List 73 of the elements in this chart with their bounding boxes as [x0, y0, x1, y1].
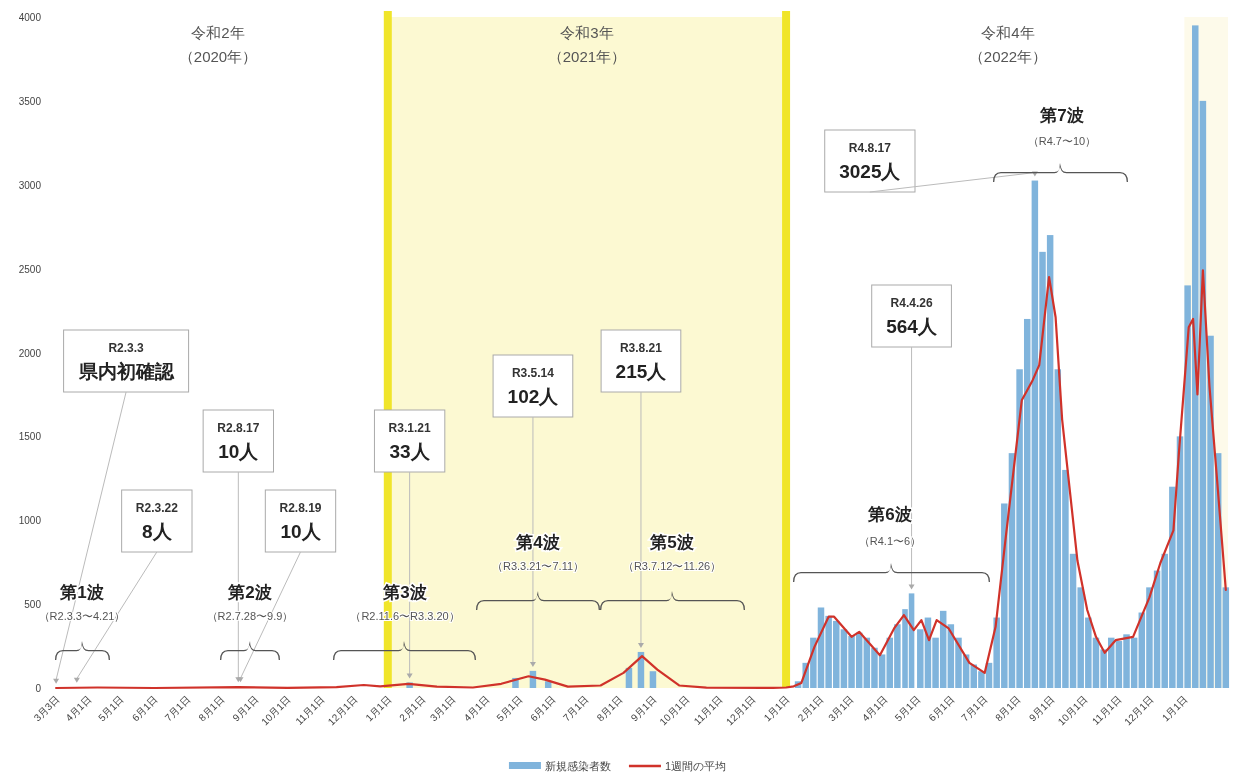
x-tick-label: 2月1日: [397, 693, 428, 724]
x-tick-label: 5月1日: [892, 693, 923, 724]
annotation: 第5波: [649, 533, 694, 552]
x-tick-label: 1月1日: [761, 693, 792, 724]
x-tick-label: 1月1日: [363, 693, 394, 724]
y-tick-label: 3000: [18, 179, 42, 191]
annotation: 第4波: [515, 533, 560, 552]
x-tick-label: 2月1日: [795, 693, 826, 724]
x-tick-label: 7月1日: [959, 693, 989, 724]
annotation: （R3.7.12〜11.26）: [622, 560, 722, 572]
x-tick-label: 6月1日: [129, 693, 160, 724]
annotation: R2.3.3 県内初確認: [77, 341, 175, 382]
x-tick-label: 12月1日: [1122, 693, 1156, 728]
x-tick-label: 3月1日: [826, 693, 856, 724]
y-tick-label: 2000: [18, 347, 42, 359]
x-tick-label: 8月1日: [993, 693, 1023, 724]
annotation: R3.1.21 33人: [388, 421, 431, 462]
x-tick-label: 3月3日: [31, 693, 62, 724]
x-tick-label: 11月1日: [1090, 693, 1124, 727]
x-tick-label: 7月1日: [162, 693, 193, 724]
x-tick-label: 4月1日: [63, 693, 94, 724]
y-tick-label: 500: [24, 599, 42, 611]
x-tick-label: 6月1日: [926, 693, 957, 724]
y-tick-label: 0: [35, 683, 42, 694]
bar: [649, 671, 657, 688]
x-tick-label: 8月1日: [594, 693, 625, 724]
y-tick-label: 4000: [18, 12, 42, 23]
x-tick-label: 9月1日: [1026, 693, 1057, 724]
bar: [1222, 587, 1230, 688]
x-tick-label: 5月1日: [96, 693, 126, 724]
y-tick-label: 3500: [18, 95, 42, 107]
annotation: 第7波: [1039, 106, 1084, 125]
annotation: 令和2年: [191, 24, 245, 41]
x-tick-label: 1月1日: [1159, 693, 1190, 724]
annotation: R2.3.22 8人: [135, 501, 179, 542]
annotation: R2.8.19 10人: [279, 501, 322, 542]
x-tick-label: 4月1日: [461, 693, 492, 724]
x-tick-label: 9月1日: [628, 693, 659, 724]
y-tick-label: 2500: [18, 263, 42, 275]
legend-label: 新規感染者数: [544, 760, 611, 772]
annotation: （R4.1〜6）: [858, 535, 922, 547]
x-tick-label: 10月1日: [657, 693, 692, 728]
annotation: R3.5.14 102人: [507, 366, 560, 407]
annotation: R4.8.17 3025人: [839, 141, 902, 182]
x-tick-label: 3月1日: [427, 693, 458, 724]
annotation: 第2波: [227, 583, 272, 602]
annotation: R3.8.21 215人: [615, 341, 668, 382]
annotation: 第1波: [59, 583, 104, 602]
legend-label: 1週間の平均: [664, 760, 727, 772]
x-tick-label: 12月1日: [723, 693, 758, 728]
y-tick-label: 1000: [18, 515, 42, 527]
x-tick-label: 11月1日: [691, 693, 725, 727]
x-tick-label: 12月1日: [325, 693, 360, 728]
x-tick-label: 7月1日: [560, 693, 591, 724]
band-label: 令和3年（2021年）: [547, 24, 627, 65]
x-tick-label: 8月1日: [196, 693, 227, 724]
annotation: （2022年）: [968, 48, 1048, 65]
y-tick-label: 1500: [18, 431, 42, 443]
x-tick-label: 10月1日: [1055, 693, 1090, 728]
annotation: （R2.7.28〜9.9）: [206, 610, 294, 622]
x-tick-label: 9月1日: [230, 693, 261, 724]
x-tick-label: 6月1日: [528, 693, 558, 724]
x-tick-label: 11月1日: [293, 693, 327, 727]
x-tick-label: 4月1日: [859, 693, 890, 724]
annotation: R4.4.26 564人: [886, 296, 938, 337]
annotation: （R3.3.21〜7.11）: [491, 560, 585, 572]
x-tick-label: 5月1日: [494, 693, 525, 724]
x-tick-label: 10月1日: [259, 693, 293, 728]
annotation: （R2.3.3〜4.21）: [38, 610, 126, 622]
annotation: 第6波: [867, 505, 912, 524]
annotation: R2.8.17 10人: [217, 421, 260, 462]
annotation: （2020年）: [178, 48, 258, 65]
annotation: 令和4年: [981, 24, 1035, 41]
